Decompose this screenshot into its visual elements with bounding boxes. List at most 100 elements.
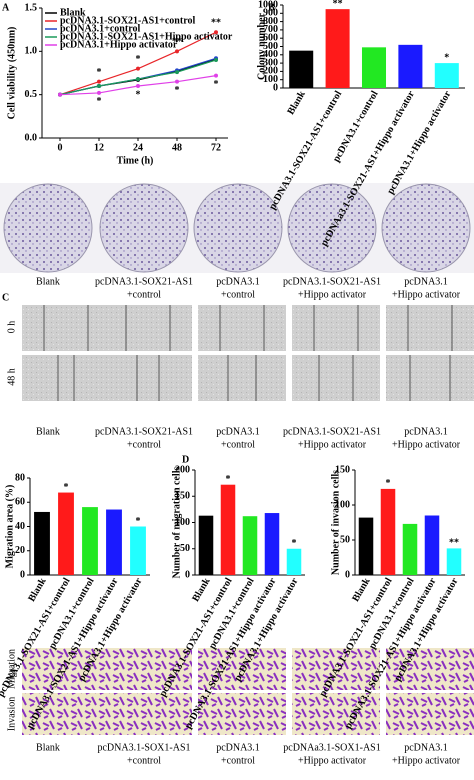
y-tick-label: 500 xyxy=(263,41,278,52)
significance: * xyxy=(97,67,102,78)
column-label: Blank xyxy=(36,742,60,753)
transwell-image xyxy=(386,693,474,735)
y-tick-label: 20 xyxy=(15,545,25,556)
column-label: +Hippo activator xyxy=(298,439,367,450)
bar xyxy=(130,526,146,575)
point xyxy=(136,84,140,88)
point xyxy=(97,84,101,88)
x-tick-label: Blank xyxy=(26,576,49,604)
significance: ** xyxy=(449,538,459,549)
point xyxy=(136,77,140,82)
x-tick-label: 24 xyxy=(133,142,143,153)
y-tick-label: 900 xyxy=(263,8,278,19)
bar xyxy=(82,507,98,575)
bar xyxy=(325,9,350,88)
column-label: pcDNA3.1-SOX21-AS1 xyxy=(283,276,381,287)
bar xyxy=(220,484,236,575)
significance: * xyxy=(226,474,231,485)
x-tick-label: 0 xyxy=(58,142,63,153)
y-tick-label: 800 xyxy=(263,16,278,27)
column-label: +control xyxy=(221,755,255,766)
significance: ** xyxy=(211,18,221,29)
transwell-image xyxy=(22,693,110,735)
wound-image xyxy=(386,305,474,351)
colony-images xyxy=(0,183,474,273)
wound-image xyxy=(386,355,474,401)
legend-label: pcDNA3.1+Hippo activator xyxy=(60,39,178,50)
y-tick-label: 1000 xyxy=(258,0,278,10)
column-label: pcDNA3.1-SOX21-AS1 xyxy=(95,426,193,437)
point xyxy=(175,70,179,75)
transwell-image xyxy=(198,648,286,690)
significance: * xyxy=(136,516,141,527)
panel-letter: B xyxy=(268,2,275,13)
x-tick-label: 12 xyxy=(94,142,104,153)
y-axis-label: Colony number xyxy=(256,12,267,80)
column-label: pcDNA3.1-SOX1-AS1 xyxy=(97,742,190,753)
y-tick-label: 700 xyxy=(263,24,278,35)
significance: * xyxy=(386,478,391,489)
y-axis-label: Number of migration cells xyxy=(171,467,182,579)
y-tick-label: 60 xyxy=(15,497,25,508)
wound-image xyxy=(292,305,380,351)
column-label: Blank xyxy=(36,426,60,437)
y-tick-label: 300 xyxy=(263,57,278,68)
y-tick-label: 80 xyxy=(15,472,25,483)
bar xyxy=(198,515,214,575)
bar xyxy=(58,492,74,575)
column-label: pcDNA3.1-SOX21-AS1 xyxy=(95,276,193,287)
column-label: pcDNA3.1 xyxy=(216,426,260,437)
y-axis-label: Number of invasion cells xyxy=(330,470,341,575)
column-label: +Hippo activator xyxy=(298,289,367,300)
significance: * xyxy=(214,79,219,90)
panel-letter: D xyxy=(182,454,189,465)
y-tick-label: 1.0 xyxy=(25,46,38,57)
y-tick-label: 100 xyxy=(335,499,350,510)
wound-image xyxy=(104,355,192,401)
bar xyxy=(358,517,374,575)
y-tick-label: 0 xyxy=(185,569,190,580)
wound-image xyxy=(104,305,192,351)
point xyxy=(97,90,101,95)
point xyxy=(175,79,179,84)
y-tick-label: 40 xyxy=(15,521,25,532)
transwell-image xyxy=(386,648,474,690)
column-label: +Hippo activator xyxy=(298,755,367,766)
bar xyxy=(242,516,258,575)
x-tick-label: Blank xyxy=(350,576,373,604)
y-tick-label: 150 xyxy=(175,491,190,502)
point xyxy=(97,79,101,84)
significance: ** xyxy=(172,37,182,48)
y-tick-label: 1.5 xyxy=(25,2,38,13)
row-label: Invasion xyxy=(6,697,17,731)
wound-image xyxy=(22,355,110,401)
y-tick-label: 200 xyxy=(263,66,278,77)
y-tick-label: 50 xyxy=(180,543,190,554)
column-label: pcDNA3.1 xyxy=(216,276,260,287)
bar xyxy=(286,548,302,575)
x-tick-label: 72 xyxy=(211,142,221,153)
bar xyxy=(434,63,459,88)
wound-image xyxy=(292,355,380,401)
point xyxy=(136,66,140,71)
column-label: +control xyxy=(221,439,255,450)
column-label: +control xyxy=(221,289,255,300)
row-label: 0 h xyxy=(6,321,17,334)
significance: * xyxy=(444,52,449,63)
wound-images xyxy=(22,305,474,401)
column-label: +Hippo activator xyxy=(392,755,461,766)
column-label: pcDNAa3.1-SOX1-AS1 xyxy=(283,742,381,753)
bar xyxy=(289,50,314,88)
row-label: Migration xyxy=(6,649,17,689)
y-tick-label: 50 xyxy=(340,534,350,545)
x-tick-label: 48 xyxy=(172,142,182,153)
transwell-image xyxy=(22,648,110,690)
transwell-image xyxy=(104,648,192,690)
y-tick-label: 150 xyxy=(335,464,350,475)
transwell-image xyxy=(292,648,380,690)
wound-image xyxy=(22,305,110,351)
bar xyxy=(34,511,50,575)
point xyxy=(175,49,179,54)
y-tick-label: 100 xyxy=(175,517,190,528)
